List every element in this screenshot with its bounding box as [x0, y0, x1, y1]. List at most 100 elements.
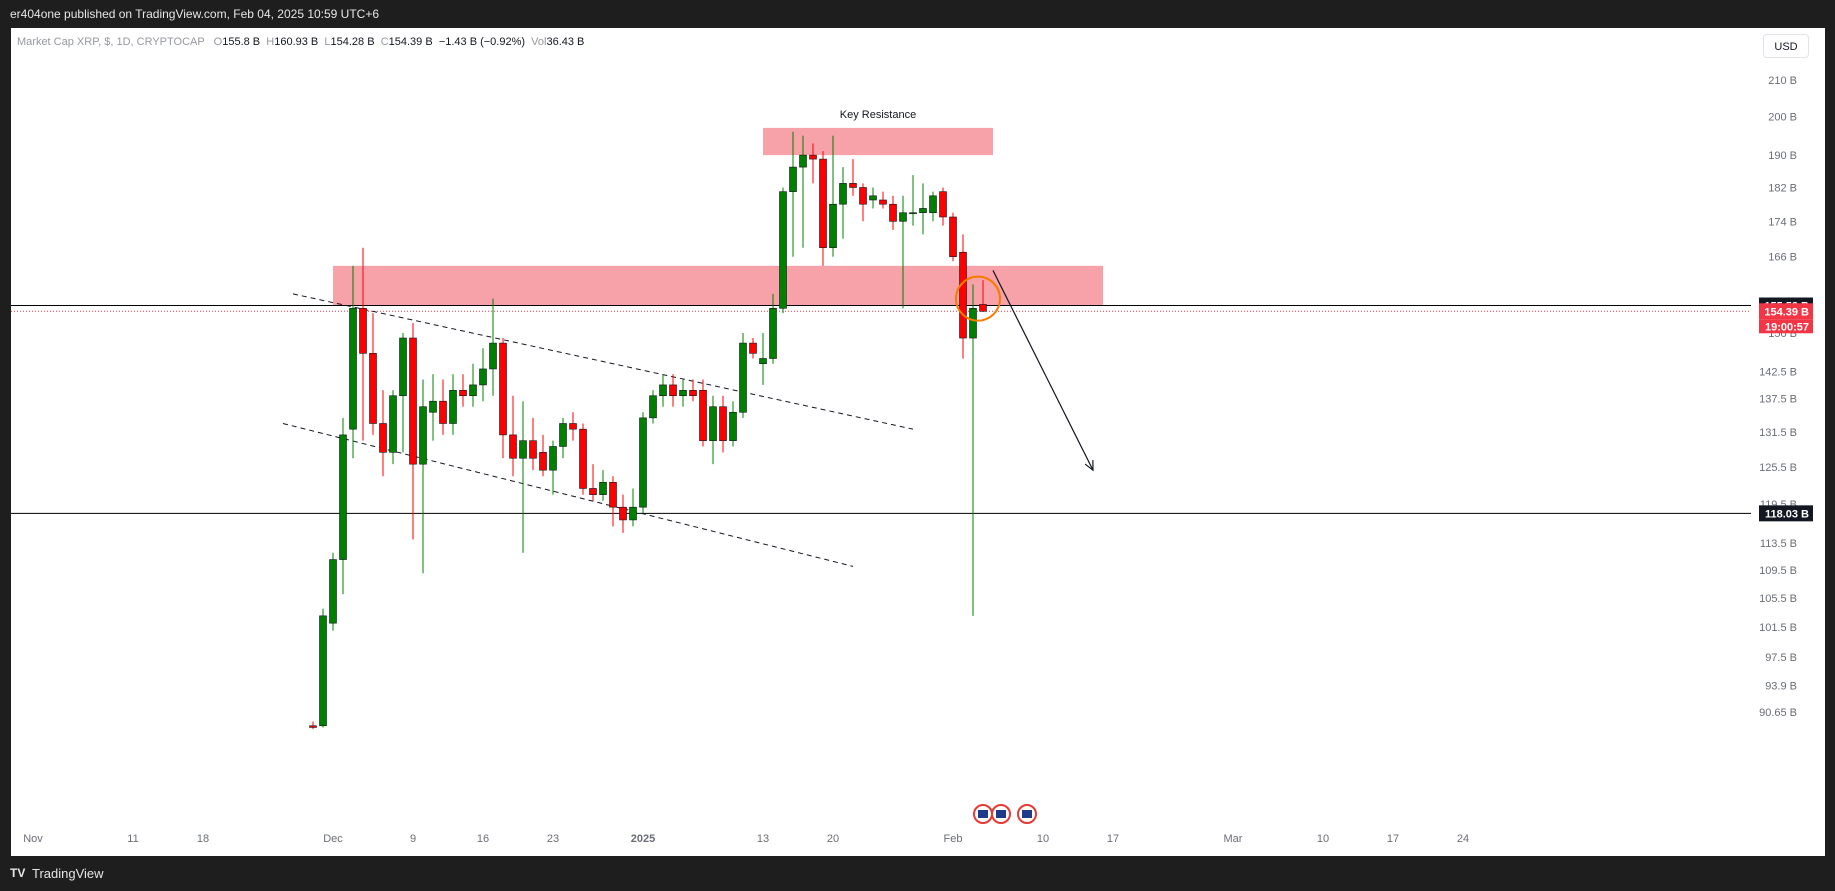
hline-price-tag-bg — [1759, 505, 1813, 522]
candle-body — [669, 384, 677, 397]
projection-arrow — [992, 270, 1094, 471]
candle-body — [689, 389, 697, 397]
open-value: 155.8 B — [222, 36, 261, 48]
footer-bar: TV TradingView — [0, 856, 1835, 891]
y-tick-label: 137.5 B — [1759, 393, 1797, 405]
candle-body — [729, 411, 737, 441]
x-tick-label: 18 — [197, 833, 209, 845]
candle-body — [369, 353, 377, 424]
resistance-zone — [763, 127, 993, 156]
y-tick-label: 109.5 B — [1759, 565, 1797, 577]
brand-name[interactable]: TradingView — [32, 866, 104, 881]
candle-body — [549, 446, 557, 471]
y-tick-label: 105.5 B — [1759, 593, 1797, 605]
candle-body — [859, 187, 867, 205]
y-tick-label: 90.65 B — [1759, 707, 1797, 719]
candle-body — [799, 154, 807, 168]
price-chart[interactable]: Key Resistance 90.65 B 93.9 B 97.5 B 101.5 … — [11, 28, 1825, 856]
currency-button[interactable]: USD — [1763, 34, 1809, 58]
dashed-trendline — [282, 423, 854, 567]
candle-body — [439, 400, 447, 424]
candle-body — [419, 406, 427, 465]
candle-body — [459, 389, 467, 397]
candle-body — [539, 452, 547, 471]
candle-body — [769, 308, 777, 359]
tradingview-logo-icon[interactable]: TV — [10, 866, 26, 880]
high-value: 160.93 B — [274, 36, 319, 48]
volume-value: 36.43 B — [546, 36, 585, 48]
x-tick-label: 17 — [1387, 833, 1399, 845]
y-tick-label: 101.5 B — [1759, 622, 1797, 634]
candle-body — [519, 440, 527, 459]
y-tick-label: 97.5 B — [1765, 652, 1797, 664]
flag-icon — [1022, 810, 1032, 818]
candle-body — [789, 166, 797, 192]
y-tick-label: 200 B — [1768, 112, 1797, 124]
close-label: C — [380, 36, 389, 48]
candle-body — [359, 308, 367, 354]
publish-info: er404one published on TradingView.com, F… — [10, 7, 380, 21]
y-tick-label: 174 B — [1768, 216, 1797, 228]
x-tick-label: 23 — [547, 833, 559, 845]
candle-body — [839, 183, 847, 205]
candle-body — [949, 216, 957, 258]
candle-body — [529, 440, 537, 459]
candle-body — [849, 183, 857, 188]
candle-body — [629, 506, 637, 521]
candle-body — [819, 158, 827, 249]
candle-body — [869, 195, 877, 201]
candle-body — [309, 725, 317, 728]
y-tick-label: 125.5 B — [1759, 462, 1797, 474]
y-tick-label: 131.5 B — [1759, 427, 1797, 439]
candle-body — [969, 308, 977, 339]
candle-body — [659, 384, 667, 397]
candle-body — [329, 559, 337, 624]
candle-body — [829, 203, 837, 249]
open-label: O — [213, 36, 223, 48]
x-tick-label: 11 — [127, 833, 138, 845]
candle-body — [879, 199, 887, 205]
candle-body — [959, 251, 967, 339]
arrow-head — [1084, 460, 1094, 472]
y-tick-label: 166 B — [1768, 252, 1797, 264]
current-price-tag-bg — [1759, 303, 1813, 320]
candle-body — [399, 337, 407, 397]
flag-icon — [996, 810, 1006, 818]
symbol-name: Market Cap XRP, $, 1D, CRYPTOCAP — [17, 36, 205, 48]
y-tick-label: 210 B — [1768, 75, 1797, 87]
candle-body — [569, 423, 577, 430]
x-tick-label: Dec — [323, 833, 343, 845]
highlight-circle — [955, 275, 1001, 322]
candle-body — [469, 384, 477, 397]
current-price-tag: 154.39 B — [1764, 306, 1809, 318]
x-tick-label: 16 — [477, 833, 489, 845]
close-value: 154.39 B — [388, 36, 433, 48]
candle-body — [919, 208, 927, 214]
candle-body — [509, 434, 517, 459]
volume-label: Vol — [531, 36, 547, 48]
dashed-trendline — [292, 293, 914, 430]
candle-body — [449, 389, 457, 424]
y-tick-label: 113.5 B — [1760, 538, 1797, 550]
candle-body — [699, 389, 707, 441]
x-tick-label: Mar — [1224, 833, 1243, 845]
candle-body — [409, 337, 417, 465]
flag-icon — [978, 810, 988, 818]
y-tick-label: 93.9 B — [1765, 680, 1797, 692]
chart-panel[interactable]: Key Resistance 90.65 B 93.9 B 97.5 B 101.5 … — [11, 28, 1825, 856]
candle-body — [759, 358, 767, 365]
candle-body — [479, 368, 487, 386]
candle-body — [379, 423, 387, 453]
y-tick-label: 190 B — [1768, 150, 1797, 162]
countdown-label: 19:00:57 — [1765, 321, 1809, 333]
candle-body — [709, 406, 717, 441]
x-tick-label: 24 — [1457, 833, 1469, 845]
candle-body — [589, 488, 597, 495]
candle-body — [349, 308, 357, 430]
x-tick-label: Feb — [944, 833, 963, 845]
x-tick-label: 9 — [410, 833, 416, 845]
candle-body — [679, 389, 687, 397]
candle-body — [979, 304, 987, 312]
candle-body — [909, 212, 917, 215]
